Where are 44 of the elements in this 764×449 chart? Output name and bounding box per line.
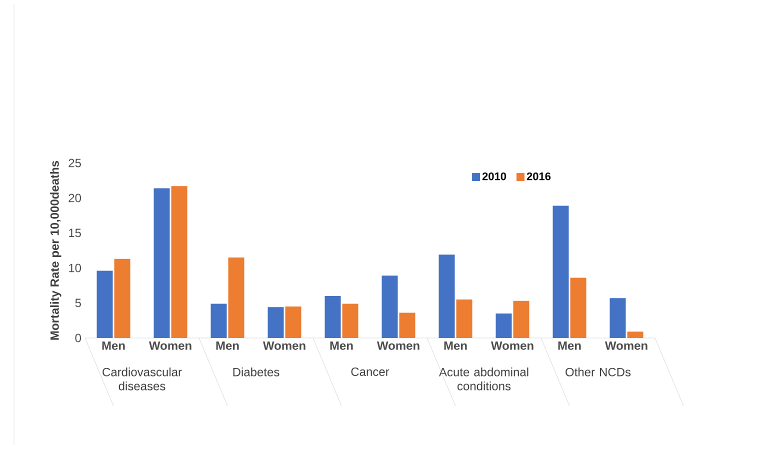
bar [456, 299, 472, 338]
x-tick-label: Women [604, 342, 648, 350]
bar [285, 306, 302, 338]
bar [96, 270, 113, 338]
bar [552, 206, 569, 338]
text: Diabetes [233, 368, 280, 376]
text: Cardiovascular diseases [102, 368, 182, 390]
y-tick-label: 5 [75, 298, 81, 308]
bar [171, 186, 188, 338]
bar [513, 300, 530, 338]
bar [228, 257, 244, 338]
x-tick-label: Men [102, 342, 125, 350]
x-tick-label: Women [490, 342, 534, 350]
text: Cancer [351, 368, 390, 376]
x-tick-label: Men [558, 342, 581, 350]
text: Other NCDs [566, 368, 631, 376]
bar [324, 296, 341, 338]
bar [210, 304, 227, 338]
bar [496, 313, 512, 338]
x-tick-label: Women [262, 342, 306, 350]
y-tick-label: 15 [69, 228, 81, 238]
legend-label: 2010 [482, 172, 506, 180]
x-tick-label: Women [148, 342, 192, 350]
bar [610, 298, 626, 338]
bar [382, 276, 398, 338]
bar [342, 304, 358, 338]
text: Acute abdominal conditions [438, 368, 528, 390]
x-tick-label: Women [376, 342, 420, 350]
x-tick-label: Men [216, 342, 239, 350]
y-tick-label: 10 [69, 264, 82, 272]
y-tick-label: 0 [75, 334, 82, 342]
x-tick-label: Men [330, 342, 353, 350]
bar [154, 188, 170, 338]
y-axis-title: Mortality Rate per 10,000deaths [50, 160, 62, 340]
legend-label: 2016 [526, 172, 551, 180]
bar [570, 278, 586, 338]
y-tick-label: 20 [68, 194, 82, 202]
bar [438, 254, 455, 338]
bar [399, 312, 416, 338]
x-tick-label: Men [444, 342, 467, 350]
y-tick-label: 25 [68, 158, 81, 168]
bar [114, 258, 130, 338]
bar [627, 332, 644, 338]
bar [268, 307, 284, 338]
